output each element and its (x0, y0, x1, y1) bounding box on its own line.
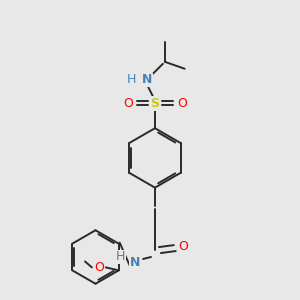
Text: N: N (142, 73, 152, 86)
Text: O: O (177, 97, 187, 110)
Text: N: N (130, 256, 140, 269)
Text: O: O (123, 97, 133, 110)
Text: H: H (116, 250, 125, 263)
Text: H: H (127, 73, 136, 86)
Text: S: S (151, 97, 160, 110)
Text: O: O (94, 261, 104, 274)
Text: O: O (179, 240, 189, 253)
